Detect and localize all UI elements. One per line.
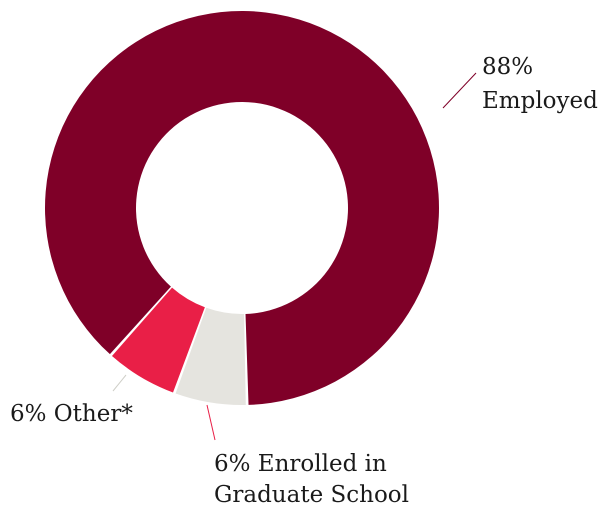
employed-leader-line <box>442 72 477 109</box>
slices-group <box>44 11 440 405</box>
enrolled-label-line1: 6% Enrolled in <box>214 451 387 477</box>
employed-label-value: 88% <box>482 54 533 80</box>
other-leader-line <box>112 374 127 392</box>
slice-other <box>175 307 246 405</box>
enrolled-label-line2: Graduate School <box>214 482 409 506</box>
employed-label-name: Employed <box>482 88 598 114</box>
enrolled-leader-line <box>206 404 216 441</box>
slice-enrolled-in-graduate-school <box>111 287 205 393</box>
slice-employed <box>44 11 440 405</box>
other-label: 6% Other* <box>10 401 133 427</box>
